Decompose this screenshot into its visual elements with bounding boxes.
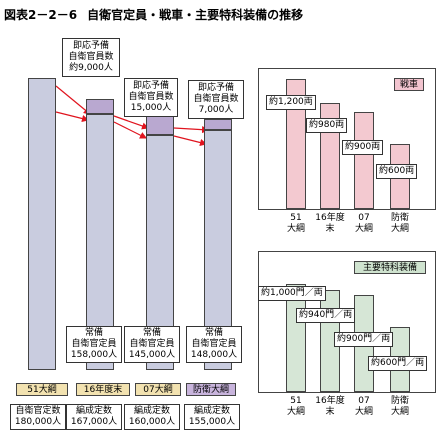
total-label: 自衛官定数 180,000人	[10, 404, 66, 430]
category-chip: 防衛大綱	[186, 383, 236, 396]
value-label: 約600門／両	[368, 356, 428, 371]
total-label: 編成定数 160,000人	[124, 404, 180, 430]
reserve-label-line: 即応予備	[197, 83, 234, 93]
x-axis-label: 07 大綱	[346, 396, 382, 418]
total-label-line: 160,000人	[128, 417, 176, 427]
regular-label-line: 自衛官定員	[191, 339, 237, 349]
category-chip: 07大綱	[135, 383, 181, 396]
x-axis-label-line: 51	[290, 213, 302, 223]
total-label-line: 自衛官定数	[15, 406, 61, 416]
trend-arrow	[173, 126, 210, 134]
x-axis-label-line: 大綱	[354, 224, 373, 234]
value-label: 約900両	[342, 140, 384, 155]
regular-label-line: 常備	[84, 328, 103, 338]
total-label-line: 180,000人	[14, 417, 62, 427]
x-axis-label-line: 大綱	[286, 407, 305, 417]
reserve-label: 即応予備 自衛官員数 7,000人	[188, 80, 244, 119]
regular-label-line: 常備	[204, 328, 223, 338]
x-axis-label-line: 大綱	[354, 407, 373, 417]
regular-label-line: 自衛官定員	[71, 339, 117, 349]
reserve-label: 即応予備 自衛官員数 15,000人	[124, 78, 178, 117]
value-label: 約980両	[306, 118, 348, 133]
x-axis-label-line: 大綱	[390, 224, 409, 234]
regular-label: 常備 自衛官定員 148,000人	[186, 326, 242, 363]
trend-arrow	[55, 85, 91, 115]
reserve-label-line: 即応予備	[132, 81, 169, 91]
manpower-bar-reserve	[86, 99, 114, 114]
value-bar	[354, 111, 374, 209]
x-axis-label: 51 大綱	[278, 396, 314, 418]
x-axis-label-line: 51	[290, 396, 302, 406]
x-axis-label-line: 16年度	[315, 213, 345, 223]
value-label: 約940門／両	[296, 308, 356, 323]
value-label: 約1,000門／両	[258, 286, 326, 301]
chart-title-tag: 主要特科装備	[354, 261, 426, 274]
trend-arrow	[113, 121, 148, 139]
reserve-label-line: 自衛官員数	[68, 52, 114, 62]
regular-label-line: 158,000人	[70, 350, 118, 360]
x-axis-label: 防衛 大綱	[382, 213, 418, 235]
x-axis-label-line: 07	[358, 396, 370, 406]
x-axis-label-line: 大綱	[286, 224, 305, 234]
chart-title-tag: 戦車	[394, 78, 424, 91]
regular-label: 常備 自衛官定員 158,000人	[66, 326, 122, 363]
regular-label-line: 自衛官定員	[129, 339, 175, 349]
x-axis-label: 防衛 大綱	[382, 396, 418, 418]
figure-title-text: 自衛官定員・戦車・主要特科装備の推移	[87, 8, 304, 22]
x-axis-label-line: 16年度	[315, 396, 345, 406]
x-axis-label: 16年度末	[312, 396, 348, 418]
x-axis-label-line: 末	[325, 407, 335, 417]
x-axis-label-line: 大綱	[390, 407, 409, 417]
total-label-line: 167,000人	[70, 417, 118, 427]
value-label: 約1,200両	[266, 95, 316, 110]
manpower-bar-regular	[28, 78, 56, 370]
regular-label-line: 148,000人	[190, 350, 238, 360]
value-label: 約900門／両	[334, 332, 394, 347]
total-label: 編成定数 167,000人	[66, 404, 122, 430]
x-axis-label-line: 防衛	[390, 396, 409, 406]
regular-label-line: 常備	[142, 328, 161, 338]
category-chip: 51大綱	[16, 383, 68, 396]
regular-label: 常備 自衛官定員 145,000人	[124, 326, 180, 363]
reserve-label-line: 7,000人	[198, 105, 234, 115]
category-chip: 16年度末	[76, 383, 130, 396]
reserve-label: 即応予備 自衛官員数 約9,000人	[62, 38, 120, 77]
total-label-line: 編成定数	[75, 406, 112, 416]
reserve-label-line: 自衛官員数	[128, 92, 174, 102]
reserve-label-line: 約9,000人	[69, 63, 113, 73]
figure-title: 図表2－2－6 自衛官定員・戦車・主要特科装備の推移	[4, 6, 303, 23]
regular-label-line: 145,000人	[128, 350, 176, 360]
total-label: 編成定数 155,000人	[184, 404, 240, 430]
x-axis-label-line: 防衛	[390, 213, 409, 223]
trend-arrow	[173, 135, 208, 147]
reserve-label-line: 自衛官員数	[193, 94, 239, 104]
trend-arrow	[113, 115, 150, 130]
reserve-label-line: 即応予備	[72, 41, 109, 51]
x-axis-label: 51 大綱	[278, 213, 314, 235]
manpower-bar-reserve	[204, 118, 232, 130]
trend-arrow	[55, 111, 90, 123]
value-label: 約600両	[376, 164, 418, 179]
x-axis-label: 16年度末	[312, 213, 348, 235]
x-axis-label-line: 07	[358, 213, 370, 223]
reserve-label-line: 15,000人	[130, 103, 172, 113]
total-label-line: 155,000人	[188, 417, 236, 427]
total-label-line: 編成定数	[133, 406, 170, 416]
total-label-line: 編成定数	[193, 406, 230, 416]
x-axis-label: 07 大綱	[346, 213, 382, 235]
value-bar	[286, 79, 306, 209]
x-axis-label-line: 末	[325, 224, 335, 234]
figure-number: 図表2－2－6	[4, 8, 78, 22]
